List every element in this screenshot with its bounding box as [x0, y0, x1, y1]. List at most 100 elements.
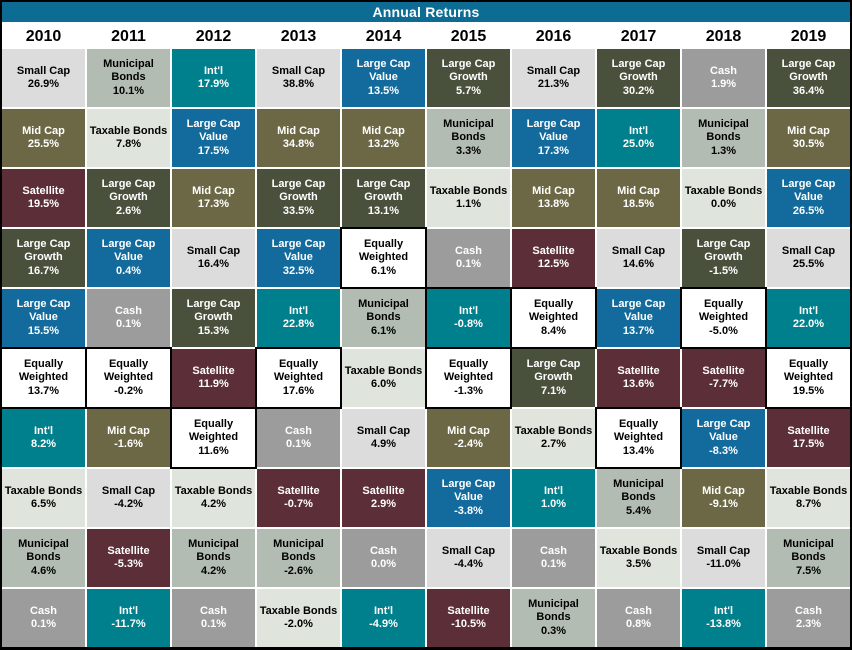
cell-2014-intl: Int'l -4.9% — [342, 589, 425, 647]
cell-2015-cash: Cash 0.1% — [427, 229, 510, 287]
cell-2014-large-cap-value: Large Cap Value 13.5% — [342, 49, 425, 107]
cell-2016-large-cap-growth: Large Cap Growth 7.1% — [512, 349, 595, 407]
asset-label: Int'l — [628, 124, 649, 137]
return-value: 0.1% — [455, 258, 482, 270]
asset-label: Large Cap Value — [16, 297, 71, 324]
return-value: 15.3% — [197, 324, 230, 337]
return-value: 0.3% — [540, 624, 567, 637]
cell-2016-taxable-bonds: Taxable Bonds 2.7% — [512, 409, 595, 467]
return-value: -4.9% — [369, 618, 398, 630]
return-value: 3.5% — [625, 558, 652, 570]
cell-2012-taxable-bonds: Taxable Bonds 4.2% — [172, 469, 255, 527]
return-value: 5.7% — [455, 84, 482, 97]
cell-2012-municipal-bonds: Municipal Bonds 4.2% — [172, 529, 255, 587]
cell-2015-taxable-bonds: Taxable Bonds 1.1% — [427, 169, 510, 227]
return-value: 8.7% — [795, 498, 822, 510]
cell-2018-taxable-bonds: Taxable Bonds 0.0% — [682, 169, 765, 227]
return-value: 22.8% — [282, 318, 315, 330]
cell-2016-large-cap-value: Large Cap Value 17.3% — [512, 109, 595, 167]
return-value: 17.9% — [197, 78, 230, 90]
return-value: 17.6% — [282, 384, 315, 397]
asset-label: Large Cap Growth — [696, 237, 751, 264]
cell-2010-equally-weighted: Equally Weighted 13.7% — [2, 349, 85, 407]
asset-label: Int'l — [543, 484, 564, 497]
return-value: -2.4% — [454, 438, 483, 450]
return-value: 16.4% — [197, 258, 230, 270]
cell-2016-municipal-bonds: Municipal Bonds 0.3% — [512, 589, 595, 647]
asset-label: Equally Weighted — [613, 417, 664, 444]
asset-label: Large Cap Value — [271, 237, 326, 264]
asset-label: Mid Cap — [787, 124, 830, 137]
return-value: 26.5% — [792, 204, 825, 217]
return-value: 15.5% — [27, 324, 60, 337]
return-value: -1.5% — [709, 264, 738, 277]
return-value: 1.1% — [455, 198, 482, 210]
cell-2011-satellite: Satellite -5.3% — [87, 529, 170, 587]
cell-2012-mid-cap: Mid Cap 17.3% — [172, 169, 255, 227]
return-value: -9.1% — [709, 498, 738, 510]
cell-2013-equally-weighted: Equally Weighted 17.6% — [257, 349, 340, 407]
asset-label: Large Cap Value — [526, 117, 581, 144]
cell-2011-large-cap-growth: Large Cap Growth 2.6% — [87, 169, 170, 227]
year-header-row: 2010 2011 2012 2013 2014 2015 2016 2017 2018 2019 — [2, 22, 850, 49]
asset-label: Small Cap — [101, 484, 156, 497]
asset-label: Municipal Bonds — [188, 537, 239, 564]
cell-2019-taxable-bonds: Taxable Bonds 8.7% — [767, 469, 850, 527]
return-value: 3.3% — [455, 144, 482, 157]
asset-label: Equally Weighted — [103, 357, 154, 384]
return-value: 33.5% — [282, 204, 315, 217]
cell-2011-taxable-bonds: Taxable Bonds 7.8% — [87, 109, 170, 167]
return-value: 0.1% — [540, 558, 567, 570]
cell-2013-large-cap-growth: Large Cap Growth 33.5% — [257, 169, 340, 227]
cell-2017-equally-weighted: Equally Weighted 13.4% — [597, 409, 680, 467]
asset-label: Cash — [710, 64, 737, 77]
year-header-2019: 2019 — [790, 28, 827, 45]
return-value: 0.0% — [370, 558, 397, 570]
asset-label: Large Cap Growth — [356, 177, 411, 204]
cell-2010-taxable-bonds: Taxable Bonds 6.5% — [2, 469, 85, 527]
asset-label: Small Cap — [186, 244, 241, 257]
return-value: 14.6% — [622, 258, 655, 270]
return-value: -0.8% — [454, 318, 483, 330]
cell-2013-taxable-bonds: Taxable Bonds -2.0% — [257, 589, 340, 647]
asset-label: Municipal Bonds — [613, 477, 664, 504]
return-value: 25.5% — [792, 258, 825, 270]
cell-2015-small-cap: Small Cap -4.4% — [427, 529, 510, 587]
return-value: 2.7% — [540, 438, 567, 450]
asset-label: Satellite — [787, 424, 830, 437]
return-value: 21.3% — [537, 78, 570, 90]
return-value: 6.0% — [370, 378, 397, 390]
cell-2015-large-cap-growth: Large Cap Growth 5.7% — [427, 49, 510, 107]
asset-label: Large Cap Value — [356, 57, 411, 84]
asset-label: Small Cap — [696, 544, 751, 557]
asset-label: Large Cap Growth — [441, 57, 496, 84]
return-value: 5.4% — [625, 504, 652, 517]
asset-label: Mid Cap — [22, 124, 65, 137]
asset-label: Mid Cap — [532, 184, 575, 197]
asset-label: Municipal Bonds — [358, 297, 409, 324]
asset-label: Equally Weighted — [188, 417, 239, 444]
return-value: -13.8% — [706, 618, 741, 630]
asset-label: Mid Cap — [702, 484, 745, 497]
return-value: -5.0% — [709, 324, 738, 337]
return-value: 10.1% — [112, 84, 145, 97]
asset-label: Municipal Bonds — [528, 597, 579, 624]
asset-label: Taxable Bonds — [344, 364, 423, 377]
return-value: 17.5% — [197, 144, 230, 157]
asset-label: Large Cap Growth — [186, 297, 241, 324]
return-value: 0.1% — [115, 318, 142, 330]
asset-label: Equally Weighted — [18, 357, 69, 384]
return-value: 26.9% — [27, 78, 60, 90]
return-value: 30.5% — [792, 138, 825, 150]
asset-label: Mid Cap — [107, 424, 150, 437]
return-value: 11.9% — [198, 378, 229, 390]
return-value: 1.0% — [540, 498, 567, 510]
asset-label: Equally Weighted — [698, 297, 749, 324]
cell-2017-small-cap: Small Cap 14.6% — [597, 229, 680, 287]
cell-2019-municipal-bonds: Municipal Bonds 7.5% — [767, 529, 850, 587]
return-value: 13.7% — [622, 324, 655, 337]
year-header-2015: 2015 — [450, 28, 487, 45]
cell-2018-cash: Cash 1.9% — [682, 49, 765, 107]
cell-2014-satellite: Satellite 2.9% — [342, 469, 425, 527]
